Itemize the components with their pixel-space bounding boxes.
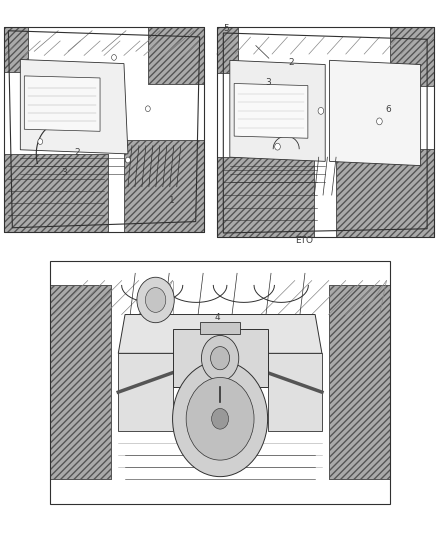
Polygon shape	[25, 76, 100, 131]
Text: 6: 6	[385, 105, 391, 114]
Circle shape	[145, 106, 150, 111]
Polygon shape	[173, 329, 268, 387]
Circle shape	[275, 143, 280, 150]
Polygon shape	[50, 286, 111, 480]
Text: 2: 2	[74, 148, 80, 157]
Bar	[4, 27, 204, 232]
Circle shape	[137, 277, 174, 322]
Polygon shape	[217, 27, 238, 73]
Text: 2: 2	[288, 58, 294, 67]
Polygon shape	[217, 27, 434, 237]
Circle shape	[126, 157, 131, 163]
Polygon shape	[50, 261, 390, 504]
Polygon shape	[118, 353, 173, 431]
Polygon shape	[390, 27, 434, 86]
Polygon shape	[230, 60, 325, 161]
Circle shape	[211, 346, 230, 370]
Text: 3: 3	[265, 78, 271, 87]
Polygon shape	[20, 60, 128, 154]
Polygon shape	[4, 27, 28, 72]
Bar	[50, 261, 390, 504]
Circle shape	[145, 288, 166, 312]
Polygon shape	[234, 84, 308, 138]
Circle shape	[173, 361, 268, 477]
Polygon shape	[217, 157, 314, 237]
Polygon shape	[268, 353, 322, 431]
Text: ETO: ETO	[295, 236, 314, 245]
Polygon shape	[4, 27, 204, 232]
Polygon shape	[328, 286, 390, 480]
Circle shape	[186, 377, 254, 460]
Text: 5: 5	[223, 24, 229, 33]
Bar	[217, 27, 434, 237]
Polygon shape	[118, 314, 322, 353]
Circle shape	[38, 139, 42, 144]
Polygon shape	[4, 154, 108, 232]
Text: 4: 4	[215, 313, 220, 322]
Polygon shape	[124, 140, 204, 232]
Polygon shape	[336, 149, 434, 237]
Text: 3: 3	[61, 168, 67, 177]
Polygon shape	[329, 60, 420, 166]
Text: 1: 1	[169, 196, 174, 205]
Polygon shape	[200, 322, 240, 334]
Circle shape	[377, 118, 382, 125]
Circle shape	[318, 108, 324, 114]
Circle shape	[112, 54, 117, 60]
Circle shape	[201, 335, 239, 381]
Circle shape	[212, 408, 229, 429]
Polygon shape	[148, 27, 204, 84]
